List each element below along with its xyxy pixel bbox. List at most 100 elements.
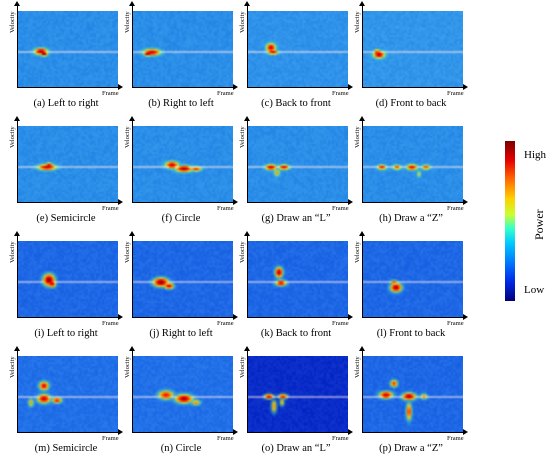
frame-axis-label: Frame (217, 90, 234, 97)
frame-axis-label: Frame (332, 320, 349, 327)
velocity-axis-label: Velocity (9, 241, 16, 263)
velocity-axis-label: Velocity (239, 11, 246, 33)
velocity-axis (129, 1, 135, 87)
frame-axis-label: Frame (102, 320, 119, 327)
frame-axis (132, 84, 238, 90)
frame-axis-label: Frame (447, 205, 464, 212)
spectrogram-heatmap (18, 356, 118, 432)
frame-axis-label: Frame (102, 90, 119, 97)
frame-axis (362, 429, 468, 435)
spectrogram-panel-draw-L: Velocity Frame (g) Draw an “L” (238, 116, 353, 230)
frame-axis (247, 199, 353, 205)
spectrogram-heatmap (133, 11, 233, 87)
velocity-axis-label: Velocity (124, 241, 131, 263)
panel-caption: (f) Circle (161, 213, 201, 224)
frame-axis (17, 429, 123, 435)
frame-axis (132, 429, 238, 435)
frame-axis-label: Frame (447, 435, 464, 442)
figure-grid: Velocity Frame (a) Left to right Velocity Fr… (8, 1, 468, 460)
frame-axis (17, 84, 123, 90)
velocity-axis (244, 346, 250, 432)
velocity-axis (244, 116, 250, 202)
panel-caption: (l) Front to back (376, 328, 446, 339)
velocity-axis (359, 1, 365, 87)
spectrogram-panel-front-to-back: Velocity Frame (l) Front to back (353, 231, 468, 345)
frame-axis (247, 314, 353, 320)
frame-axis (17, 199, 123, 205)
spectrogram-heatmap (363, 11, 463, 87)
colorbar-title: Power (532, 209, 546, 240)
velocity-axis-label: Velocity (239, 356, 246, 378)
velocity-axis-label: Velocity (9, 11, 16, 33)
velocity-axis (359, 231, 365, 317)
velocity-axis-label: Velocity (239, 241, 246, 263)
spectrogram-heatmap (363, 356, 463, 432)
panel-caption: (a) Left to right (33, 98, 99, 109)
spectrogram-panel-left-to-right: Velocity Frame (a) Left to right (8, 1, 123, 115)
frame-axis-label: Frame (217, 205, 234, 212)
spectrogram-heatmap (18, 126, 118, 202)
panel-caption: (b) Right to left (148, 98, 214, 109)
frame-axis (132, 199, 238, 205)
velocity-axis-label: Velocity (354, 241, 361, 263)
spectrogram-heatmap (18, 11, 118, 87)
spectrogram-panel-draw-Z: Velocity Frame (h) Draw a “Z” (353, 116, 468, 230)
spectrogram-panel-front-to-back: Velocity Frame (d) Front to back (353, 1, 468, 115)
spectrogram-panel-draw-Z: Velocity Frame (p) Draw a “Z” (353, 346, 468, 460)
frame-axis-label: Frame (332, 435, 349, 442)
spectrogram-panel-circle: Velocity Frame (n) Circle (123, 346, 238, 460)
spectrogram-panel-draw-L: Velocity Frame (o) Draw an “L” (238, 346, 353, 460)
frame-axis-label: Frame (447, 90, 464, 97)
frame-axis (247, 429, 353, 435)
spectrogram-panel-semicircle: Velocity Frame (m) Semicircle (8, 346, 123, 460)
panel-caption: (h) Draw a “Z” (379, 213, 443, 224)
frame-axis-label: Frame (332, 205, 349, 212)
frame-axis-label: Frame (217, 320, 234, 327)
spectrogram-heatmap (18, 241, 118, 317)
frame-axis-label: Frame (217, 435, 234, 442)
colorbar-high-label: High (524, 149, 546, 161)
frame-axis (362, 84, 468, 90)
spectrogram-heatmap (248, 126, 348, 202)
spectrogram-panel-circle: Velocity Frame (f) Circle (123, 116, 238, 230)
colorbar-gradient (505, 141, 515, 301)
spectrogram-heatmap (363, 126, 463, 202)
velocity-axis-label: Velocity (354, 356, 361, 378)
panel-caption: (i) Left to right (34, 328, 98, 339)
velocity-axis (129, 346, 135, 432)
spectrogram-heatmap (248, 241, 348, 317)
panel-caption: (e) Semicircle (36, 213, 96, 224)
velocity-axis-label: Velocity (9, 356, 16, 378)
velocity-axis (14, 346, 20, 432)
spectrogram-panel-semicircle: Velocity Frame (e) Semicircle (8, 116, 123, 230)
panel-caption: (o) Draw an “L” (261, 443, 331, 454)
panel-caption: (c) Back to front (261, 98, 331, 109)
spectrogram-heatmap (248, 11, 348, 87)
velocity-axis-label: Velocity (354, 11, 361, 33)
panel-caption: (p) Draw a “Z” (379, 443, 443, 454)
velocity-axis (359, 346, 365, 432)
velocity-axis (14, 116, 20, 202)
panel-caption: (d) Front to back (375, 98, 447, 109)
frame-axis-label: Frame (447, 320, 464, 327)
frame-axis (132, 314, 238, 320)
frame-axis (362, 199, 468, 205)
velocity-axis (14, 1, 20, 87)
spectrogram-panel-back-to-front: Velocity Frame (k) Back to front (238, 231, 353, 345)
velocity-axis (244, 1, 250, 87)
velocity-axis (14, 231, 20, 317)
frame-axis-label: Frame (102, 435, 119, 442)
frame-axis-label: Frame (102, 205, 119, 212)
panel-caption: (g) Draw an “L” (261, 213, 331, 224)
panel-caption: (m) Semicircle (34, 443, 98, 454)
frame-axis-label: Frame (332, 90, 349, 97)
spectrogram-heatmap (133, 356, 233, 432)
frame-axis (362, 314, 468, 320)
frame-axis (247, 84, 353, 90)
spectrogram-heatmap (363, 241, 463, 317)
spectrogram-heatmap (248, 356, 348, 432)
spectrogram-panel-back-to-front: Velocity Frame (c) Back to front (238, 1, 353, 115)
colorbar-low-label: Low (524, 284, 545, 296)
velocity-axis-label: Velocity (354, 126, 361, 148)
velocity-axis (129, 116, 135, 202)
